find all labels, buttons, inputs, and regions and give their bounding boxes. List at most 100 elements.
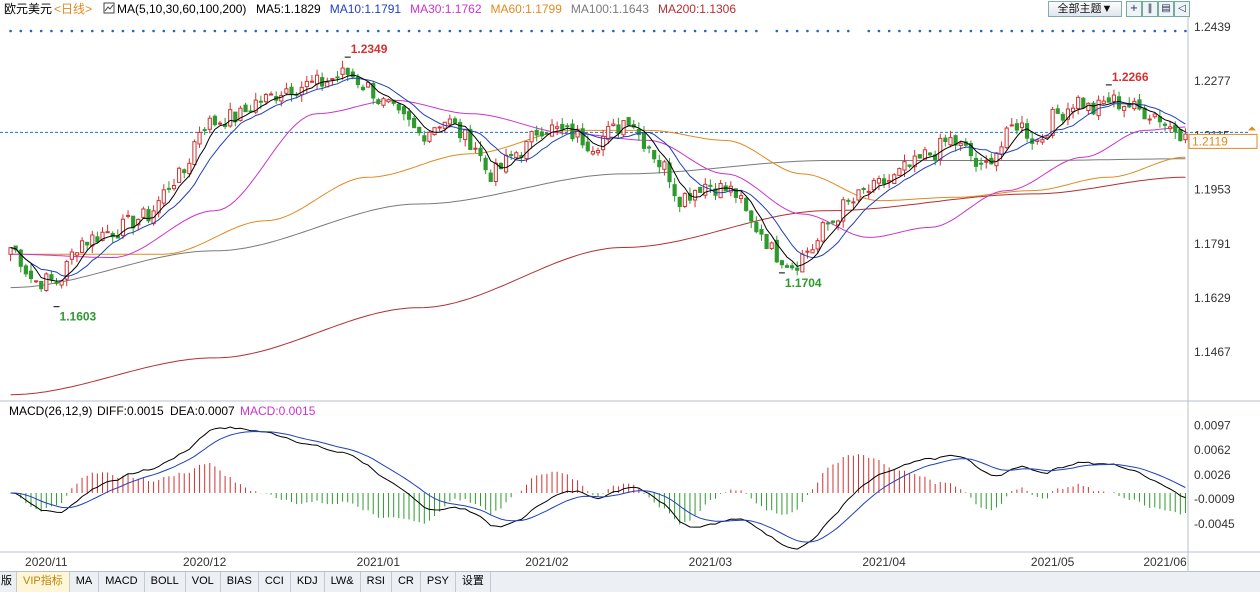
candle-down (376, 99, 381, 105)
candle-down (708, 184, 713, 187)
candle-down (744, 197, 749, 211)
candle-down (243, 104, 248, 113)
back-icon[interactable]: ◁ (1174, 1, 1190, 17)
signal-dot (111, 29, 115, 33)
signal-dot (254, 29, 258, 33)
signal-dot (693, 29, 697, 33)
candle-down (350, 71, 355, 78)
candle-up (938, 137, 943, 161)
signal-dot (39, 29, 43, 33)
signal-dot (509, 29, 513, 33)
date-tick-label: 2021/05 (1031, 555, 1075, 569)
candle-up (177, 167, 182, 183)
candle-down (570, 123, 575, 140)
signal-dot (407, 29, 411, 33)
tab-cr[interactable]: CR (392, 572, 421, 592)
candle-down (698, 186, 703, 193)
signal-dot (755, 29, 758, 33)
candle-down (560, 123, 565, 130)
signal-dot (581, 29, 584, 33)
signal-dot (887, 29, 891, 33)
signal-dot (121, 29, 125, 33)
candle-up (738, 195, 744, 200)
theme-dropdown[interactable]: 全部主题▼ (1048, 1, 1122, 17)
candle-down (544, 132, 550, 135)
candle-up (1035, 139, 1040, 142)
candle-up (69, 251, 74, 260)
tab-settings[interactable]: 设置 (456, 572, 491, 592)
signal-dot (826, 29, 830, 33)
candle-up (503, 154, 509, 173)
tab-layout[interactable]: 版 (0, 572, 17, 592)
signal-dot (795, 29, 799, 33)
candle-up (192, 141, 197, 165)
tab-psy[interactable]: PSY (421, 572, 456, 592)
tab-lw[interactable]: LW& (325, 572, 361, 592)
signal-dot (724, 29, 728, 33)
ma-legend-item: MA60:1.1799 (491, 2, 563, 16)
candle-down (764, 233, 769, 250)
candle-up (1086, 102, 1091, 112)
macd-tick-label: 0.0097 (1194, 419, 1231, 433)
candle-up (340, 67, 345, 75)
candle-up (871, 179, 876, 191)
candle-up (1168, 126, 1173, 130)
tab-cci[interactable]: CCI (259, 572, 291, 592)
tab-vol[interactable]: VOL (186, 572, 221, 592)
tab-rsi[interactable]: RSI (361, 572, 392, 592)
tab-macd[interactable]: MACD (99, 572, 145, 592)
candle-down (212, 115, 217, 126)
ma-params: MA(5,10,30,60,100,200) (117, 2, 246, 16)
signal-dot (785, 29, 789, 33)
candle-up (268, 93, 274, 96)
candle-up (304, 80, 309, 88)
candle-down (355, 76, 360, 86)
symbol-title: 欧元美元 (4, 2, 52, 16)
date-tick-label: 2020/12 (183, 555, 227, 569)
pause-icon[interactable]: ‖ (1142, 1, 1158, 17)
candle-up (948, 137, 953, 146)
plus-icon[interactable]: + (1126, 1, 1142, 17)
signal-dot (847, 29, 850, 33)
signal-dot (1030, 29, 1034, 33)
candle-up (549, 124, 555, 137)
period-label[interactable]: <日线> (54, 2, 92, 16)
candle-up (279, 94, 284, 102)
signal-dot (315, 29, 319, 33)
candle-up (815, 240, 820, 250)
price-tick-label: 1.1953 (1194, 183, 1231, 197)
signal-dot (959, 29, 962, 33)
candle-up (1122, 105, 1127, 111)
ma5-line (10, 74, 1186, 282)
tab-kdj[interactable]: KDJ (291, 572, 325, 592)
candle-down (1060, 113, 1065, 121)
signal-dot (591, 29, 595, 33)
candle-down (687, 192, 693, 201)
signal-dot (601, 29, 605, 33)
macd-tick-label: 0.0026 (1194, 468, 1231, 482)
candle-up (912, 155, 917, 168)
candle-up (994, 152, 999, 167)
ma-legend-item: MA5:1.1829 (256, 2, 321, 16)
candle-down (28, 270, 34, 279)
signal-dot (1092, 29, 1095, 33)
tab-bias[interactable]: BIAS (221, 572, 259, 592)
macd-tick-label: -0.0009 (1194, 492, 1235, 506)
signal-dot (29, 29, 33, 33)
signal-dot (1163, 29, 1167, 33)
signal-dot (336, 29, 339, 33)
signal-dot (397, 29, 401, 33)
signal-dot (550, 29, 554, 33)
tab-boll[interactable]: BOLL (145, 572, 186, 592)
candle-up (263, 94, 269, 103)
chart-type-icon[interactable] (103, 2, 115, 14)
candle-down (672, 184, 677, 197)
candle-up (44, 273, 49, 292)
candle-up (447, 118, 452, 125)
pages-icon[interactable]: ▤ (1158, 1, 1174, 17)
signal-dot (70, 29, 74, 33)
tab-vip[interactable]: VIP指标 (17, 572, 70, 592)
ma-legend-item: MA200:1.1306 (658, 2, 736, 16)
tab-ma[interactable]: MA (70, 572, 100, 592)
candle-down (422, 135, 427, 142)
